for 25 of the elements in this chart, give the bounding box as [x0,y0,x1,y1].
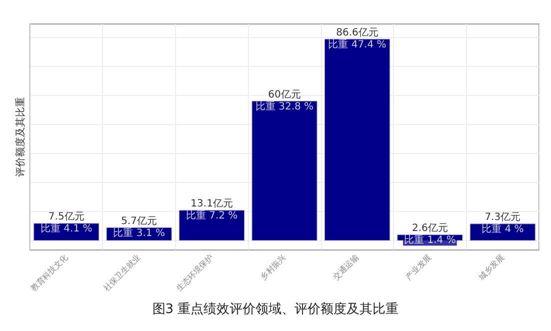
annotation: 比重 47.4 % [328,38,386,50]
data-label: 60亿元 [268,89,301,100]
annotation: 比重 3.1 % [113,226,165,239]
x-tick-label: 交通运输 [331,252,360,282]
x-tick-label: 生态环境保护 [174,252,215,294]
x-tick-label: 乡村振兴 [258,252,288,282]
data-label: 7.5亿元 [48,212,84,223]
bar [324,38,390,241]
annotation: 比重 4 % [482,223,524,236]
text: 图3 重点绩效评价领域、评价额度及其比重 [152,301,399,317]
data-label: 86.6亿元 [336,27,378,38]
x-tick-label: 产业发展 [404,252,434,282]
data-label: 13.1亿元 [190,198,233,210]
annotation: 比重 7.2 % [186,210,238,222]
annotation: 比重 1.4 % [404,234,456,246]
bar [252,100,318,241]
annotation: 比重 32.8 % [255,100,314,112]
x-tick-label: 城乡发展 [476,252,506,283]
data-label: 2.6亿元 [412,223,448,234]
x-tick-label: 社保卫生就业 [102,252,142,294]
y-axis-title: 评价额度及其比重 [14,97,26,177]
x-tick-label: 教育科技文化 [29,252,70,294]
data-label: 7.3亿元 [484,212,521,224]
data-label: 5.7亿元 [121,216,158,227]
annotation: 比重 4.1 % [40,222,92,235]
